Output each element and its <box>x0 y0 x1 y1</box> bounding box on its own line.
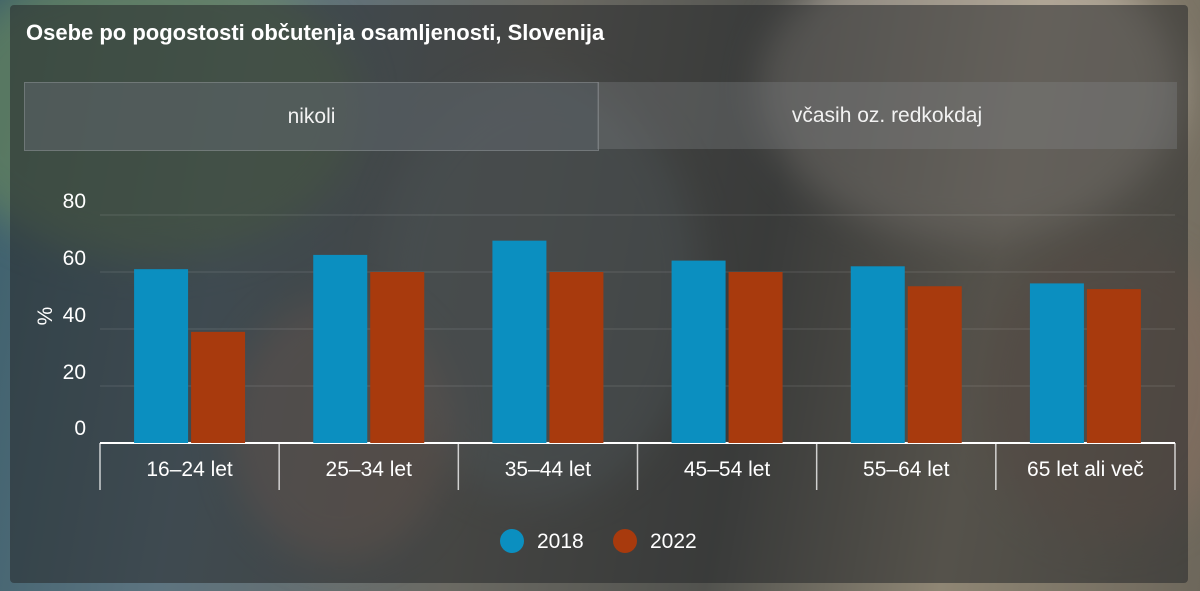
y-tick-label: 0 <box>74 417 86 440</box>
bar-2018-5[interactable] <box>1029 283 1084 443</box>
x-category-label: 65 let ali več <box>1027 458 1144 481</box>
bar-2018-4[interactable] <box>850 266 905 443</box>
y-tick-label: 40 <box>63 304 86 327</box>
x-category-label: 35–44 let <box>505 458 592 481</box>
bar-2022-3[interactable] <box>728 272 783 443</box>
x-category-label: 25–34 let <box>326 458 413 481</box>
legend-label-2018[interactable]: 2018 <box>537 530 584 553</box>
bar-2018-1[interactable] <box>313 254 368 443</box>
x-category-label: 55–64 let <box>863 458 950 481</box>
bar-2022-1[interactable] <box>370 272 425 443</box>
y-axis-label: % <box>34 307 57 326</box>
bar-2022-0[interactable] <box>191 331 246 443</box>
chart-title: Osebe po pogostosti občutenja osamljenos… <box>26 20 605 45</box>
legend-marker-2018[interactable] <box>500 529 524 553</box>
x-category-label: 45–54 let <box>684 458 771 481</box>
bar-2018-0[interactable] <box>134 269 189 443</box>
y-tick-label: 60 <box>63 247 86 270</box>
tab-nikoli[interactable]: nikoli <box>24 82 599 151</box>
bar-2018-2[interactable] <box>492 240 547 443</box>
x-category-label: 16–24 let <box>146 458 233 481</box>
legend-marker-2022[interactable] <box>613 529 637 553</box>
legend-label-2022[interactable]: 2022 <box>650 530 697 553</box>
bar-2022-5[interactable] <box>1086 289 1141 443</box>
tab-vcasih-redkokdaj[interactable]: včasih oz. redkokdaj <box>597 82 1177 149</box>
bar-2022-2[interactable] <box>549 272 604 443</box>
bar-2022-4[interactable] <box>907 286 962 443</box>
bar-2018-3[interactable] <box>671 260 726 443</box>
y-tick-label: 80 <box>63 190 86 213</box>
y-tick-label: 20 <box>63 361 86 384</box>
